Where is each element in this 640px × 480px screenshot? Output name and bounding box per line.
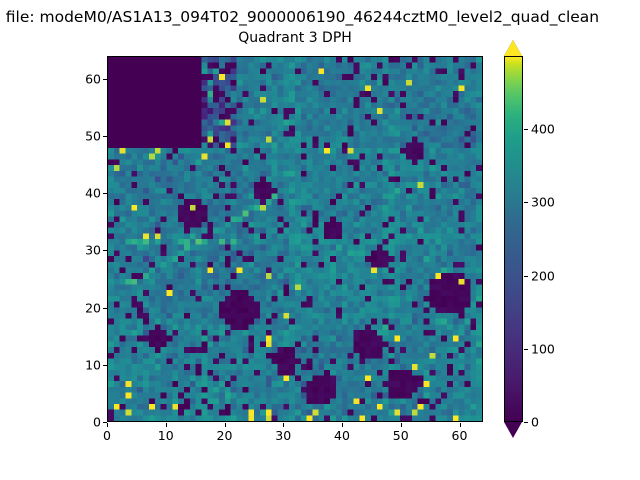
x-tick-mark (224, 423, 226, 427)
y-tick-label: 60 (85, 71, 101, 87)
colorbar-tick-mark (524, 202, 528, 204)
y-axis-tick-marks (103, 56, 107, 423)
colorbar-tick-mark (524, 275, 528, 277)
x-tick-mark (400, 423, 402, 427)
x-tick-label: 20 (216, 428, 233, 443)
colorbar-tick-label: 400 (531, 121, 555, 137)
y-tick-mark (103, 364, 107, 366)
y-axis-tick-labels: 0 10 20 30 40 50 60 (65, 56, 101, 429)
colorbar-tick-label: 100 (531, 341, 555, 357)
x-tick-label: 60 (451, 428, 468, 443)
colorbar-tick-mark (524, 348, 528, 350)
y-tick-mark (103, 136, 107, 138)
heatmap-image (108, 57, 482, 421)
x-tick-label: 0 (103, 428, 111, 443)
colorbar-extend-min-arrow-icon (504, 422, 522, 438)
y-tick-label: 10 (85, 357, 101, 373)
colorbar-tick-label: 200 (531, 268, 555, 284)
colorbar-gradient (504, 56, 523, 422)
x-tick-label: 50 (392, 428, 409, 443)
y-tick-label: 40 (85, 185, 101, 201)
figure-suptitle: n file: modeM0/AS1A13_094T02_9000006190_… (0, 8, 600, 26)
x-tick-label: 40 (334, 428, 350, 443)
x-axis-tick-marks (107, 423, 483, 427)
colorbar-tick-label: 300 (531, 194, 555, 210)
x-tick-mark (165, 423, 167, 427)
y-tick-label: 50 (85, 128, 101, 144)
y-tick-label: 30 (85, 242, 101, 258)
colorbar-extend-max-arrow-icon (504, 40, 522, 56)
x-tick-mark (342, 423, 343, 427)
axes-title: Quadrant 3 DPH (238, 30, 352, 46)
colorbar-tick-mark (524, 129, 528, 131)
x-tick-mark (107, 423, 108, 427)
colorbar[interactable]: 0 100 200 300 400 (504, 40, 555, 438)
y-tick-label: 0 (93, 414, 101, 430)
x-axis-tick-labels: 0 10 20 30 40 50 60 (103, 428, 483, 446)
heatmap-axes[interactable] (107, 56, 483, 422)
colorbar-tick-mark (524, 422, 528, 423)
y-tick-mark (103, 78, 107, 80)
y-tick-mark (103, 193, 107, 195)
y-tick-mark (103, 307, 107, 309)
x-tick-label: 10 (157, 428, 174, 443)
suptitle-clip-region: n file: modeM0/AS1A13_094T02_9000006190_… (0, 6, 640, 28)
y-tick-mark (103, 250, 107, 252)
x-tick-mark (459, 423, 461, 427)
colorbar-tick-label: 0 (531, 414, 539, 430)
x-tick-label: 30 (275, 428, 292, 443)
x-tick-mark (283, 423, 285, 427)
y-tick-mark (103, 422, 107, 423)
y-tick-label: 20 (85, 300, 101, 316)
